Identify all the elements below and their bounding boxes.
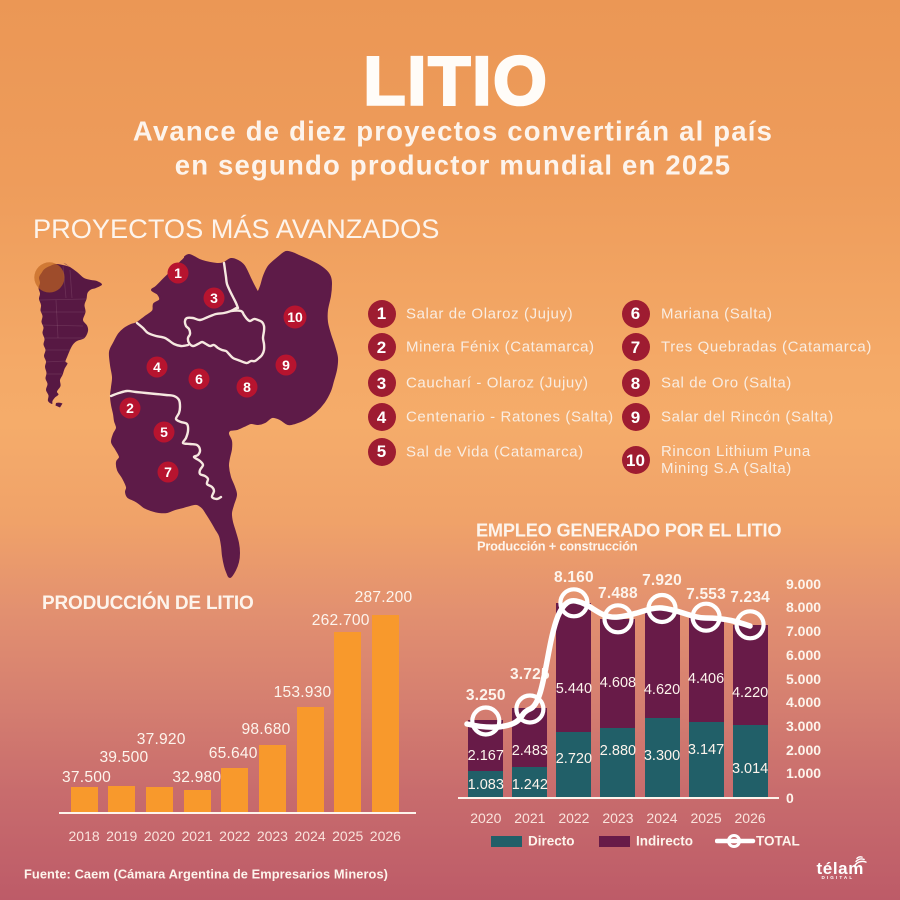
svg-text:2: 2 bbox=[126, 400, 134, 416]
svg-text:3: 3 bbox=[210, 290, 218, 306]
svg-text:9: 9 bbox=[282, 357, 290, 373]
svg-text:DIGITAL: DIGITAL bbox=[822, 875, 855, 880]
svg-text:6: 6 bbox=[195, 371, 203, 387]
svg-text:1: 1 bbox=[174, 265, 182, 281]
svg-text:10: 10 bbox=[287, 309, 303, 325]
svg-text:8: 8 bbox=[243, 379, 251, 395]
svg-text:télam: télam bbox=[817, 859, 864, 878]
svg-text:7: 7 bbox=[164, 464, 172, 480]
svg-text:5: 5 bbox=[160, 424, 168, 440]
svg-text:4: 4 bbox=[153, 359, 161, 375]
